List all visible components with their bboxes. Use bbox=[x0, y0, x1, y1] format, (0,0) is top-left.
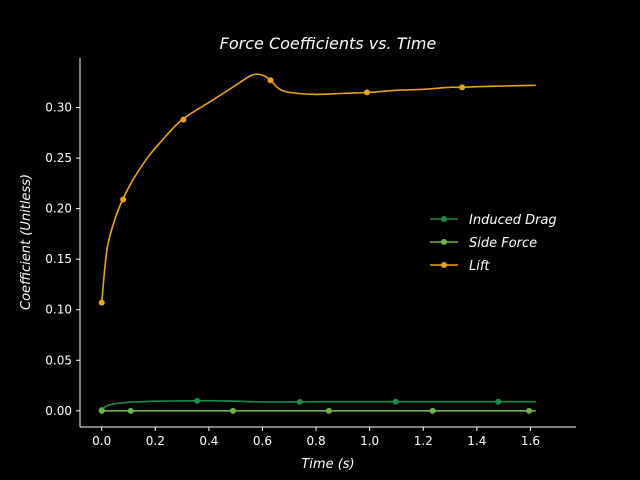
data-point-lift bbox=[180, 116, 187, 123]
series-side-force bbox=[98, 407, 536, 414]
data-point-side-force bbox=[325, 407, 332, 414]
data-point-side-force bbox=[526, 407, 533, 414]
legend-label: Induced Drag bbox=[469, 213, 557, 228]
legend-item-side-force: Side Force bbox=[430, 236, 537, 251]
y-tick-label: 0.10 bbox=[45, 303, 72, 317]
y-axis-label: Coefficient (Unitless) bbox=[19, 174, 34, 310]
y-tick-label: 0.30 bbox=[45, 101, 72, 115]
legend-swatch-marker bbox=[441, 216, 447, 222]
data-point-lift bbox=[98, 299, 105, 306]
legend-swatch-marker bbox=[441, 239, 447, 245]
legend: Induced Drag Side Force Lift bbox=[430, 213, 557, 274]
chart-title: Force Coefficients vs. Time bbox=[220, 34, 437, 53]
series-line-induced-drag bbox=[101, 399, 536, 411]
data-point-side-force bbox=[429, 407, 436, 414]
x-tick-label: 0.8 bbox=[307, 434, 326, 448]
x-axis-label: Time (s) bbox=[301, 457, 354, 472]
data-point-lift bbox=[459, 84, 466, 91]
legend-swatch-marker bbox=[441, 262, 447, 268]
legend-label: Side Force bbox=[469, 236, 537, 251]
data-point-lift bbox=[363, 89, 370, 96]
legend-item-induced-drag: Induced Drag bbox=[430, 213, 557, 228]
data-point-side-force bbox=[127, 407, 134, 414]
series-lift bbox=[98, 73, 536, 306]
y-tick-label: 0.20 bbox=[45, 202, 72, 216]
y-tick-label: 0.15 bbox=[45, 252, 72, 266]
data-point-lift bbox=[267, 77, 274, 84]
x-tick-label: 1.4 bbox=[467, 434, 486, 448]
data-point-induced-drag bbox=[392, 398, 399, 405]
axes: 0.0 0.2 0.4 0.6 0.8 1.0 1.2 1.4 1.6 0.00 0.05 0.10 0… bbox=[45, 58, 576, 448]
x-tick-label: 0.2 bbox=[146, 434, 165, 448]
series-line-lift bbox=[100, 73, 536, 303]
y-tick-label: 0.05 bbox=[45, 353, 72, 367]
x-tick-label: 1.2 bbox=[414, 434, 433, 448]
legend-item-lift: Lift bbox=[430, 259, 490, 274]
data-point-induced-drag bbox=[296, 398, 303, 405]
x-tick-label: 0.4 bbox=[199, 434, 218, 448]
y-tick-label: 0.00 bbox=[45, 404, 72, 418]
legend-label: Lift bbox=[469, 259, 490, 274]
data-point-induced-drag bbox=[194, 397, 201, 404]
x-tick-label: 1.6 bbox=[521, 434, 540, 448]
data-point-induced-drag bbox=[495, 398, 502, 405]
x-tick-label: 0.0 bbox=[92, 434, 111, 448]
data-point-side-force bbox=[230, 407, 237, 414]
x-tick-label: 1.0 bbox=[360, 434, 379, 448]
y-tick-label: 0.25 bbox=[45, 151, 72, 165]
series-layer bbox=[98, 73, 536, 414]
data-point-lift bbox=[120, 196, 127, 203]
x-tick-label: 0.6 bbox=[253, 434, 272, 448]
data-point-side-force bbox=[98, 407, 105, 414]
